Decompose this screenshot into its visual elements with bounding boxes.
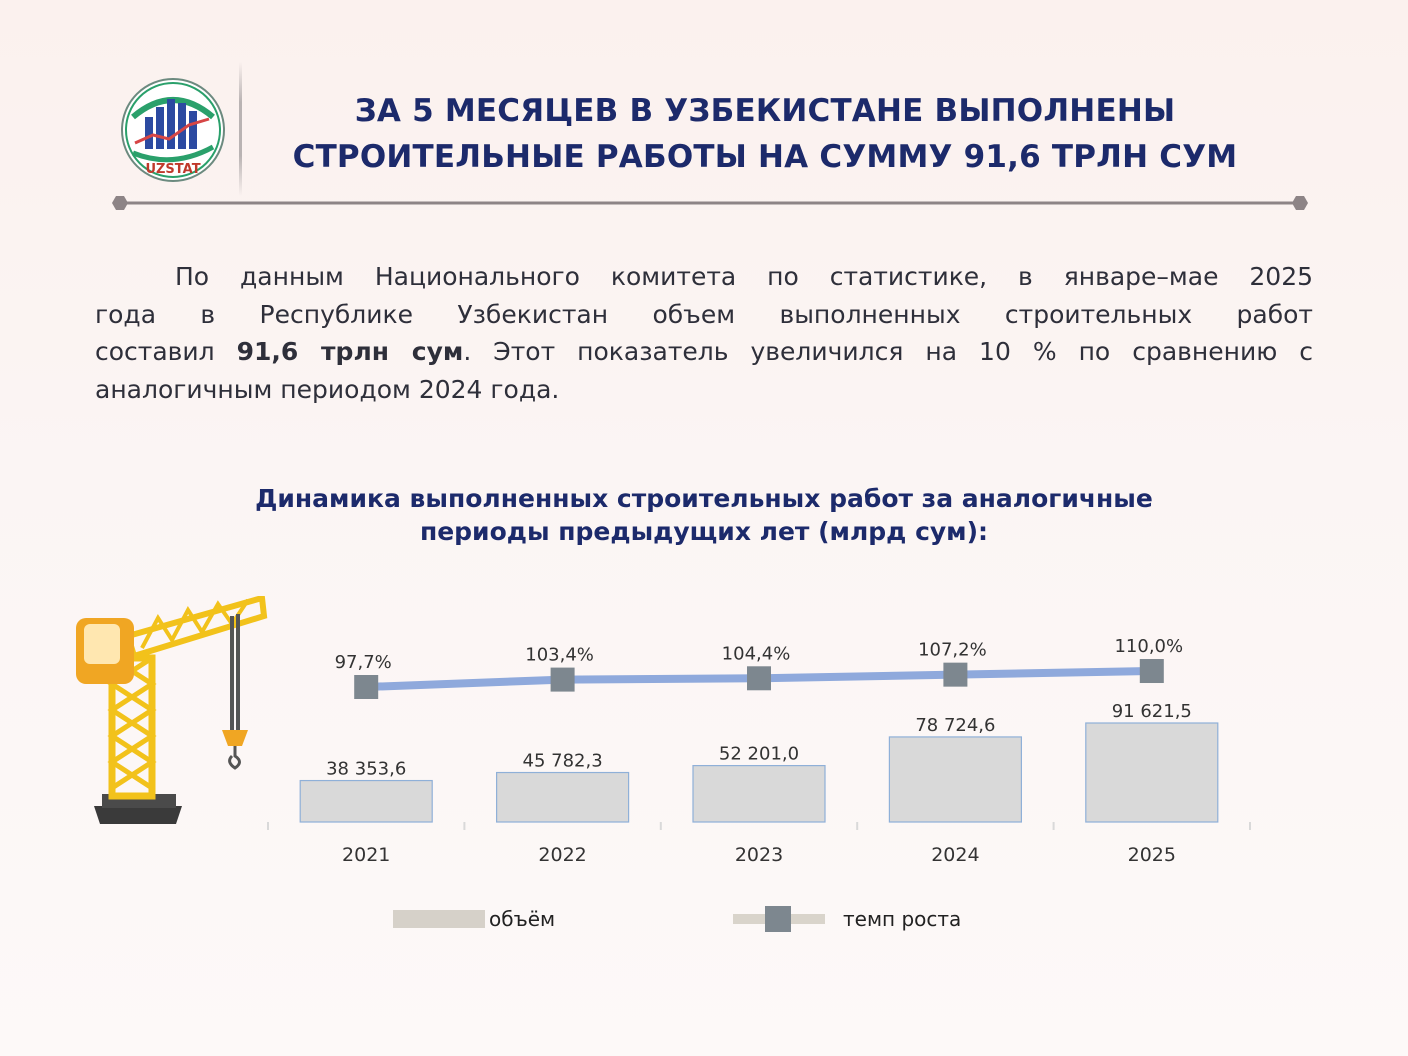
- legend-volume: объём: [393, 907, 555, 931]
- legend-volume-label: объём: [489, 907, 556, 931]
- header-rule: [112, 196, 1308, 210]
- rate-marker-2021: [354, 675, 379, 699]
- rate-label-2022: 103,4%: [525, 645, 594, 666]
- logo-text: UZSTAT: [145, 162, 200, 177]
- bar-volume-2025: [1085, 722, 1219, 823]
- chart-title-line-2: периоды предыдущих лет (млрд сум):: [419, 517, 989, 546]
- bar-label-2023: 52 201,0: [719, 744, 799, 765]
- uzstat-logo: UZSTAT: [121, 78, 225, 182]
- rate-label-2025: 110,0%: [1114, 636, 1183, 657]
- intro-highlight: 91,6 трлн сум: [236, 337, 464, 366]
- growth-rate-line: [362, 667, 1156, 691]
- rate-marker-2025: [1139, 659, 1164, 684]
- x-tick-label-2022: 2022: [538, 844, 586, 866]
- rate-marker-2024: [943, 662, 968, 687]
- intro-paragraph: По данным Национального комитета по стат…: [95, 258, 1313, 408]
- intro-line-3c: . Этот показатель увеличился на 10 % по …: [463, 337, 1313, 366]
- x-tick-label-2021: 2021: [342, 844, 390, 866]
- legend-growth-label: темп роста: [843, 907, 962, 931]
- title-line-2: СТРОИТЕЛЬНЫЕ РАБОТЫ НА СУММУ 91,6 ТРЛН С…: [292, 139, 1238, 175]
- legend-growth-swatch: [733, 906, 825, 932]
- bar-label-2022: 45 782,3: [523, 751, 603, 772]
- header-divider: [239, 62, 242, 196]
- rate-label-2021: 97,7%: [335, 652, 392, 673]
- intro-line-1: По данным Национального комитета по стат…: [175, 262, 1313, 291]
- rate-marker-2023: [747, 666, 771, 691]
- chart-title: Динамика выполненных строительных работ …: [150, 482, 1258, 548]
- crane-illustration: [76, 596, 268, 824]
- rate-label-2023: 104,4%: [722, 643, 791, 664]
- bar-label-2025: 91 621,5: [1112, 701, 1192, 722]
- x-tick-label-2023: 2023: [735, 844, 783, 866]
- x-tick-label-2025: 2025: [1128, 844, 1176, 866]
- title-line-1: ЗА 5 МЕСЯЦЕВ В УЗБЕКИСТАНЕ ВЫПОЛНЕНЫ: [354, 93, 1176, 129]
- legend-volume-swatch: [393, 910, 485, 928]
- rate-label-2024: 107,2%: [918, 640, 987, 661]
- intro-line-3a: составил: [95, 337, 237, 366]
- bar-volume-2022: [496, 771, 630, 823]
- bar-volume-2023: [692, 764, 826, 823]
- bar-volume-2021: [299, 779, 433, 823]
- page-title: ЗА 5 МЕСЯЦЕВ В УЗБЕКИСТАНЕ ВЫПОЛНЕНЫ СТР…: [245, 88, 1285, 180]
- bar-volume-2024: [888, 736, 1023, 823]
- legend-growth: темп роста: [733, 906, 962, 932]
- rate-marker-2022: [550, 667, 575, 692]
- x-tick-label-2024: 2024: [931, 844, 979, 866]
- bar-label-2021: 38 353,6: [326, 759, 406, 780]
- chart-title-line-1: Динамика выполненных строительных работ …: [255, 484, 1153, 513]
- intro-line-4: аналогичным периодом 2024 года.: [95, 374, 560, 404]
- intro-line-2: года в Республике Узбекистан объем выпол…: [95, 299, 1313, 329]
- bar-label-2024: 78 724,6: [915, 715, 995, 736]
